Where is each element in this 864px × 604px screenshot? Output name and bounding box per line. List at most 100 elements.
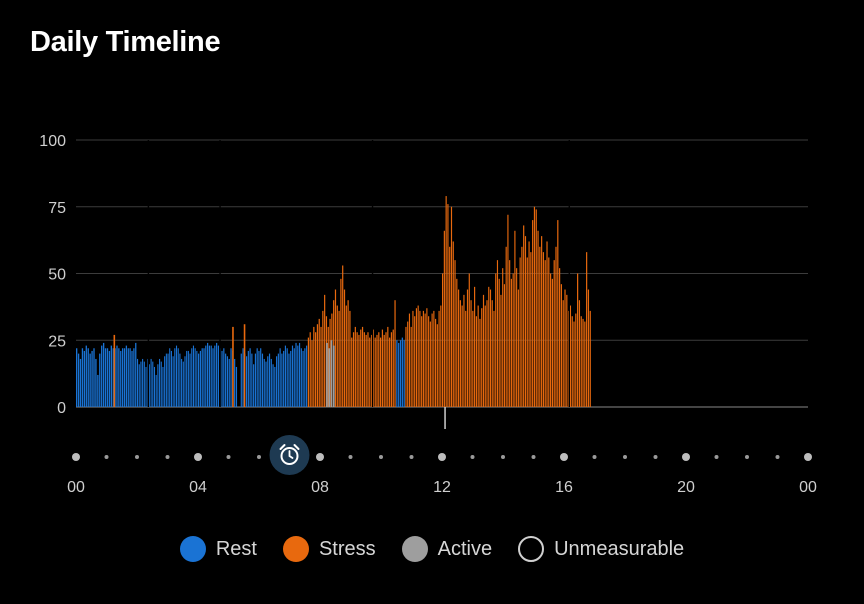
bar (101, 345, 103, 407)
bar (228, 358, 230, 407)
bar (235, 366, 238, 407)
bar (380, 337, 382, 407)
bar (267, 356, 269, 407)
bar (516, 268, 518, 407)
bar (564, 289, 566, 407)
bar (415, 308, 417, 407)
rest-swatch-icon (179, 536, 206, 562)
bar (170, 350, 172, 407)
x-tick-label: 00 (799, 479, 817, 496)
minor-hour-dot (409, 455, 414, 459)
bar (495, 273, 497, 407)
bar (95, 358, 97, 407)
time-axis (72, 453, 812, 461)
bar (524, 236, 527, 407)
bar (352, 332, 355, 407)
bar (214, 345, 216, 407)
bar (212, 348, 214, 407)
bar (272, 364, 274, 407)
bar (133, 348, 135, 407)
legend-label: Active (437, 537, 493, 560)
bar (279, 348, 281, 407)
bar (378, 332, 380, 407)
bar (336, 305, 338, 407)
bar (284, 345, 287, 407)
bar (523, 225, 525, 407)
bar (475, 316, 477, 407)
bar (491, 300, 493, 407)
bar (477, 305, 479, 407)
bar (293, 348, 295, 407)
bar (162, 366, 164, 407)
bar (399, 340, 402, 407)
y-tick-label: 25 (48, 333, 66, 350)
bar (205, 345, 207, 407)
bar (217, 345, 220, 407)
bar (191, 348, 193, 407)
bar (93, 348, 95, 407)
bar (546, 241, 548, 407)
minor-hour-dot (501, 455, 505, 459)
bar (283, 350, 285, 407)
bar (445, 196, 447, 407)
bar (374, 337, 376, 407)
bar (194, 348, 196, 407)
bar (225, 353, 227, 407)
bar (85, 345, 87, 407)
bar (559, 268, 561, 407)
bar (77, 353, 80, 407)
bar (587, 289, 590, 407)
bar (276, 356, 278, 407)
bar (322, 310, 324, 407)
alarm-clock-icon[interactable] (269, 435, 310, 475)
bar (226, 356, 229, 407)
legend-item-stress: Stress (282, 536, 376, 562)
alarm-clock-hands (288, 450, 294, 459)
bar (537, 230, 539, 407)
bar (421, 316, 423, 407)
bar (261, 353, 264, 407)
bar (332, 345, 335, 407)
bar (187, 350, 189, 407)
bars (76, 140, 591, 429)
bar (223, 348, 225, 407)
bar (458, 289, 460, 407)
bar (112, 348, 114, 407)
stress-swatch-icon (282, 536, 309, 562)
bar (268, 353, 271, 407)
bar (145, 366, 147, 407)
bar (281, 353, 283, 407)
minor-hour-dot (531, 455, 536, 459)
bar (349, 310, 351, 407)
major-hour-dot (72, 453, 80, 461)
bar (586, 252, 588, 407)
bar (429, 321, 431, 407)
bar (544, 260, 546, 407)
bar (589, 310, 591, 407)
bar (486, 300, 488, 407)
bar (172, 356, 174, 407)
bar (247, 350, 249, 407)
bar (456, 278, 458, 407)
bar (230, 348, 232, 407)
bar (514, 230, 516, 407)
bar (164, 356, 166, 407)
bar (582, 318, 584, 407)
bar (297, 345, 299, 407)
bar (474, 286, 476, 407)
bar (553, 260, 555, 407)
markers[interactable] (269, 435, 310, 475)
bar (201, 348, 203, 407)
bar (398, 342, 400, 407)
bar (210, 345, 212, 407)
legend-label: Unmeasurable (554, 537, 685, 560)
bar (502, 268, 504, 407)
bar (381, 329, 384, 407)
bar (330, 340, 333, 407)
bar (367, 332, 369, 407)
bar (123, 348, 126, 407)
bar (510, 278, 512, 407)
bar (577, 273, 579, 407)
bar (370, 334, 373, 407)
bar (326, 342, 328, 407)
